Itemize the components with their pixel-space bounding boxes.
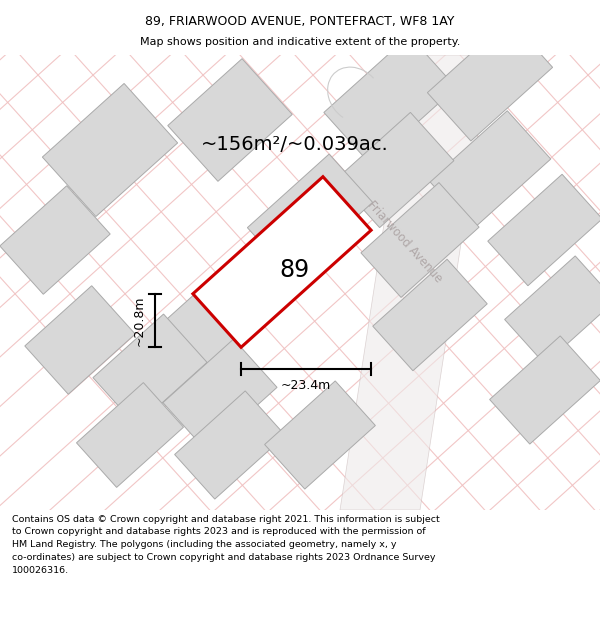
Polygon shape [336,112,454,228]
Polygon shape [163,339,277,451]
Polygon shape [25,286,135,394]
Polygon shape [427,19,553,141]
Polygon shape [247,154,373,276]
Polygon shape [340,55,490,510]
Polygon shape [168,59,292,181]
Polygon shape [93,314,207,426]
Text: Friarwood Avenue: Friarwood Avenue [365,199,445,286]
Polygon shape [373,259,487,371]
Polygon shape [76,382,184,488]
Polygon shape [175,391,286,499]
Polygon shape [361,182,479,298]
Polygon shape [265,381,376,489]
Text: Contains OS data © Crown copyright and database right 2021. This information is : Contains OS data © Crown copyright and d… [12,514,440,575]
Polygon shape [505,256,600,364]
Polygon shape [490,336,600,444]
Polygon shape [161,258,279,372]
Polygon shape [43,84,178,216]
Text: ~23.4m: ~23.4m [281,379,331,392]
Text: ~156m²/~0.039ac.: ~156m²/~0.039ac. [201,136,389,154]
Polygon shape [193,177,371,348]
Text: 89, FRIARWOOD AVENUE, PONTEFRACT, WF8 1AY: 89, FRIARWOOD AVENUE, PONTEFRACT, WF8 1A… [145,16,455,28]
Polygon shape [0,186,110,294]
Polygon shape [324,36,456,164]
Text: 89: 89 [279,258,309,282]
Text: Map shows position and indicative extent of the property.: Map shows position and indicative extent… [140,38,460,48]
Polygon shape [429,111,551,229]
Text: ~20.8m: ~20.8m [133,295,146,346]
Polygon shape [488,174,600,286]
